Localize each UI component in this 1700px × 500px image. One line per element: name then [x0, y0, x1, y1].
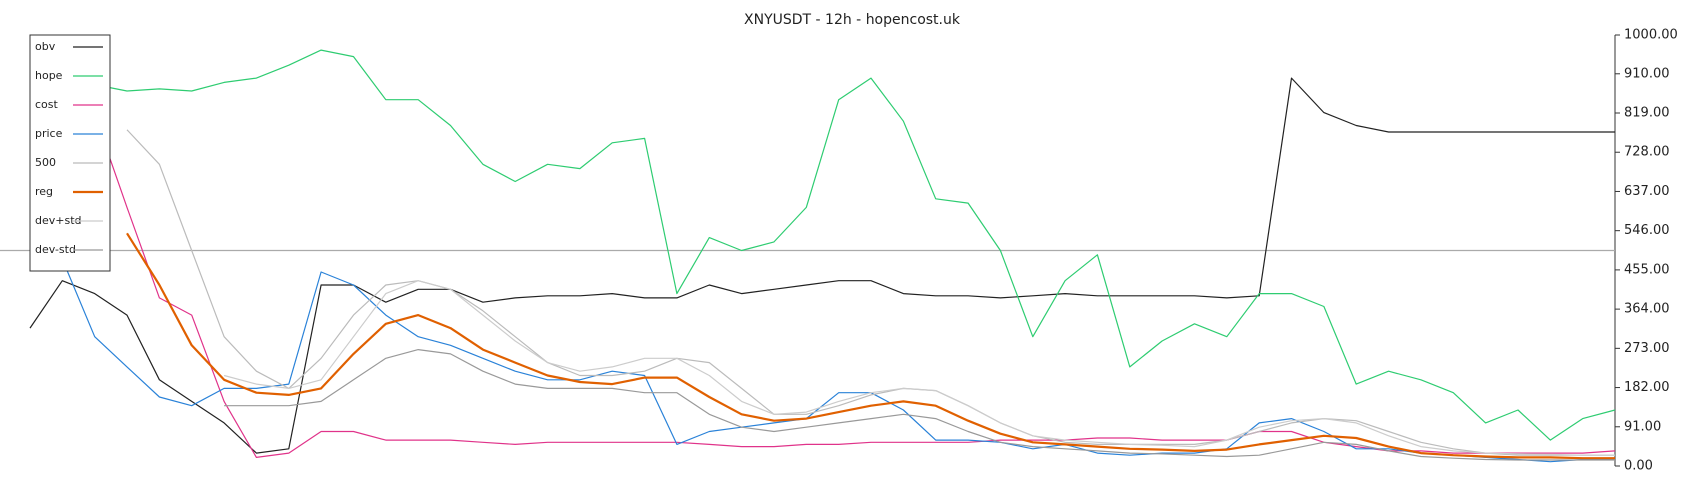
y-tick-label: 364.00: [1624, 302, 1670, 317]
y-tick-label: 637.00: [1624, 184, 1670, 199]
legend-label: 500: [35, 156, 56, 169]
y-tick-label: 819.00: [1624, 106, 1670, 121]
series-line: [223, 280, 1615, 456]
legend-label: reg: [35, 185, 53, 198]
y-tick-label: 728.00: [1624, 145, 1670, 160]
legend-label: dev+std: [35, 214, 82, 227]
y-tick-label: 1000.00: [1624, 28, 1678, 43]
y-tick-label: 546.00: [1624, 223, 1670, 238]
legend-label: cost: [35, 98, 59, 111]
legend-label: hope: [35, 69, 63, 82]
series-line: [30, 49, 1616, 441]
y-tick-label: 91.00: [1624, 419, 1661, 434]
series-line: [224, 349, 1615, 461]
y-tick-label: 0.00: [1624, 459, 1653, 474]
legend: obv hope cost price 500 reg dev+std dev-std: [29, 34, 111, 272]
series-line: [29, 77, 1615, 454]
series-line: [126, 232, 1615, 460]
series-line: [126, 129, 1615, 456]
series-line: [29, 249, 1615, 463]
legend-label: price: [35, 127, 63, 140]
y-tick-label: 455.00: [1624, 262, 1670, 277]
legend-label: dev-std: [35, 243, 76, 256]
chart-title: XNYUSDT - 12h - hopencost.uk: [744, 12, 961, 28]
y-tick-label: 273.00: [1624, 341, 1670, 356]
legend-box: [29, 34, 111, 272]
legend-label: obv: [35, 40, 56, 53]
y-tick-label: 182.00: [1624, 380, 1670, 395]
y-tick-label: 910.00: [1624, 66, 1670, 81]
